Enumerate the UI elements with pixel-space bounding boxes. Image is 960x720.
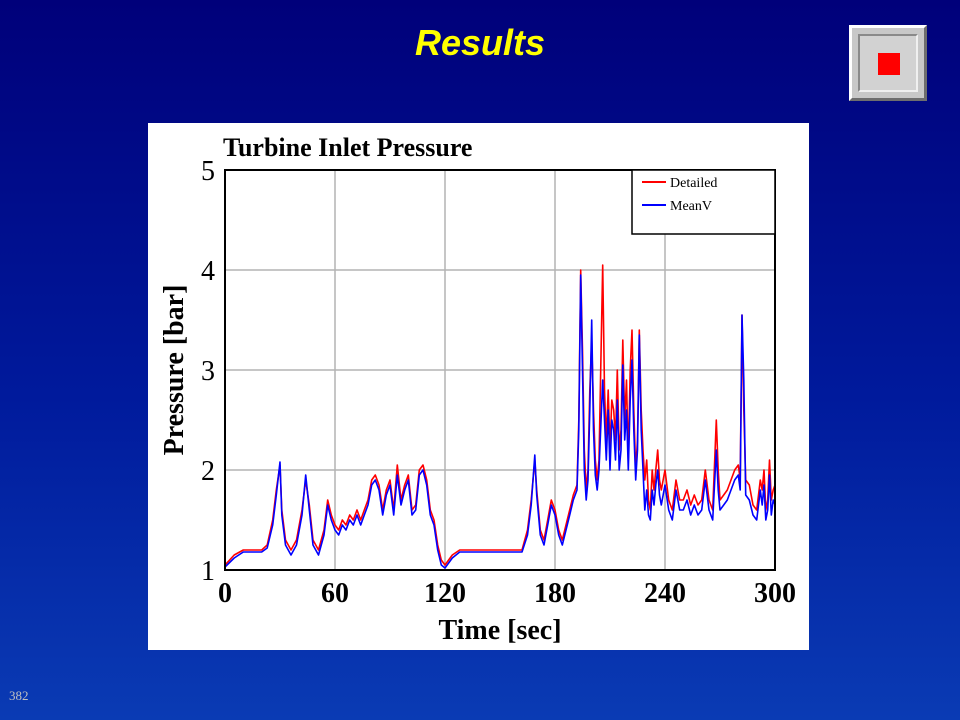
x-tick-label: 180 — [534, 578, 576, 609]
plot-frame — [224, 169, 776, 571]
y-tick-label: 1 — [201, 556, 215, 587]
tick-labels: 0 60 120 180 240 300 1 2 3 4 5 — [201, 156, 796, 609]
chart-panel: Turbine Inlet Pressure 0 60 120 180 240 300 1 2… — [148, 123, 809, 650]
y-tick-label: 2 — [201, 456, 215, 487]
stop-button[interactable] — [849, 25, 927, 101]
y-axis-label: Pressure [bar] — [159, 285, 190, 456]
legend-label-detailed: Detailed — [670, 176, 717, 191]
legend: Detailed MeanV — [631, 169, 776, 235]
series-line-meanv — [224, 274, 776, 569]
pressure-chart: Turbine Inlet Pressure 0 60 120 180 240 300 1 2… — [159, 133, 796, 646]
series-layer — [224, 264, 776, 569]
stop-square-icon — [878, 53, 900, 75]
legend-box — [631, 169, 776, 235]
x-axis-label: Time [sec] — [438, 615, 561, 646]
chart-title: Turbine Inlet Pressure — [223, 133, 472, 162]
y-tick-label: 5 — [201, 156, 215, 187]
x-tick-label: 300 — [754, 578, 796, 609]
y-tick-label: 3 — [201, 356, 215, 387]
x-tick-label: 60 — [321, 578, 349, 609]
series-line-detailed — [224, 264, 776, 566]
y-tick-label: 4 — [201, 256, 215, 287]
x-tick-label: 0 — [218, 578, 232, 609]
slide-number: 382 — [9, 688, 29, 703]
slide-title: Results — [414, 22, 546, 63]
grid — [225, 170, 775, 570]
legend-label-meanv: MeanV — [670, 199, 712, 214]
x-tick-label: 240 — [644, 578, 686, 609]
x-tick-label: 120 — [424, 578, 466, 609]
stop-button-face — [858, 34, 918, 92]
